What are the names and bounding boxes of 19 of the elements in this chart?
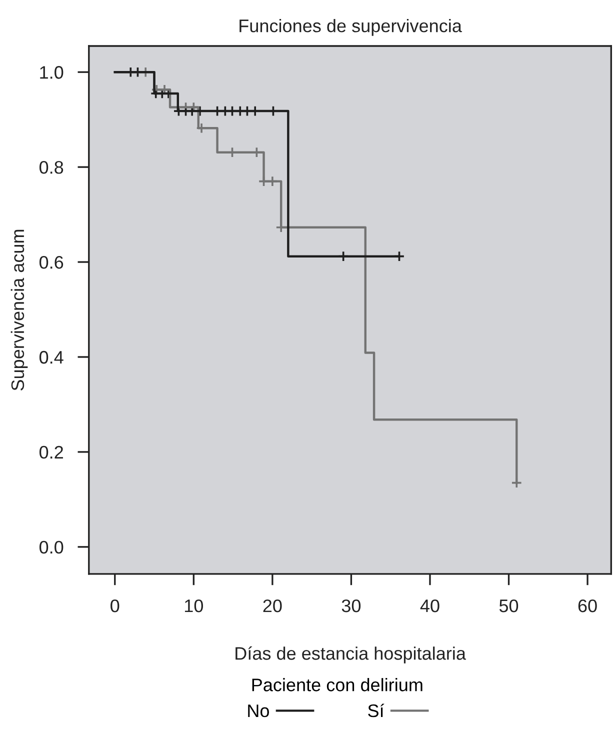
x-tick-label: 20 (263, 599, 282, 612)
y-tick-label: 0.6 (39, 256, 64, 269)
x-tick-label: 60 (578, 599, 597, 612)
x-axis-title: Días de estancia hospitalaria (236, 646, 466, 664)
legend-title: Paciente con delirium (252, 678, 422, 692)
legend-label: No (248, 704, 269, 718)
x-tick-label: 40 (420, 599, 440, 612)
y-tick-label: 1.0 (40, 66, 64, 79)
chart-title: Funciones de supervivencia (240, 19, 462, 36)
x-tick-label: 30 (342, 599, 361, 612)
y-tick-label: 0.0 (39, 540, 64, 554)
y-tick-label: 0.2 (39, 446, 63, 459)
x-tick-label: 10 (184, 599, 203, 612)
legend-label: Sí (368, 704, 384, 718)
x-tick-label: 50 (499, 599, 518, 612)
y-tick-label: 0.4 (39, 350, 64, 364)
x-tick-label: 0 (110, 599, 120, 612)
y-axis-title: Supervivencia acum (10, 230, 28, 390)
y-tick-label: 0.8 (39, 161, 64, 174)
